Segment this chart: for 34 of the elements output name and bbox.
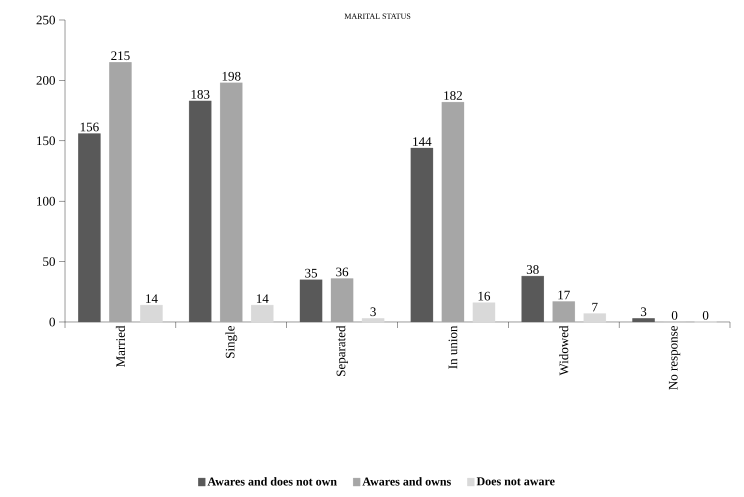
data-label: 215	[111, 51, 130, 60]
data-label: 17	[558, 290, 570, 300]
data-label: 3	[640, 307, 646, 316]
data-label: 156	[80, 122, 99, 132]
data-label: 144	[413, 137, 432, 146]
data-label: 0	[702, 311, 708, 320]
data-label: 38	[526, 265, 539, 274]
data-label: 3	[370, 307, 376, 316]
data-label: 182	[444, 91, 462, 100]
data-label: 14	[146, 294, 158, 303]
x-tick-label: Separated	[336, 326, 348, 376]
y-tick-label: 250	[36, 16, 55, 24]
data-label: 16	[478, 292, 490, 300]
legend-label: Awares and owns	[362, 477, 451, 486]
data-label: 36	[336, 268, 348, 276]
y-tick-label: 100	[37, 196, 55, 206]
y-tick-label: 150	[37, 136, 55, 146]
legend-label: Awares and does not own	[208, 477, 337, 486]
data-label: 35	[305, 268, 318, 278]
y-tick-label: 200	[36, 76, 55, 85]
chart-title: MARITAL STATUS	[344, 14, 410, 19]
data-label: 183	[192, 90, 210, 99]
legend-label: Does not aware	[476, 477, 555, 486]
y-tick-label: 0	[49, 318, 55, 326]
x-tick-label: In union	[448, 326, 458, 369]
data-label: 198	[222, 72, 241, 81]
x-tick-label: Married	[116, 326, 125, 368]
x-tick-label: Widowed	[559, 326, 568, 376]
y-tick-label: 50	[43, 257, 55, 266]
data-label: 0	[672, 311, 678, 320]
data-label: 14	[256, 294, 269, 303]
x-tick-label: Single	[225, 326, 238, 358]
data-label: 7	[592, 302, 598, 312]
x-tick-label: No response	[668, 326, 680, 390]
